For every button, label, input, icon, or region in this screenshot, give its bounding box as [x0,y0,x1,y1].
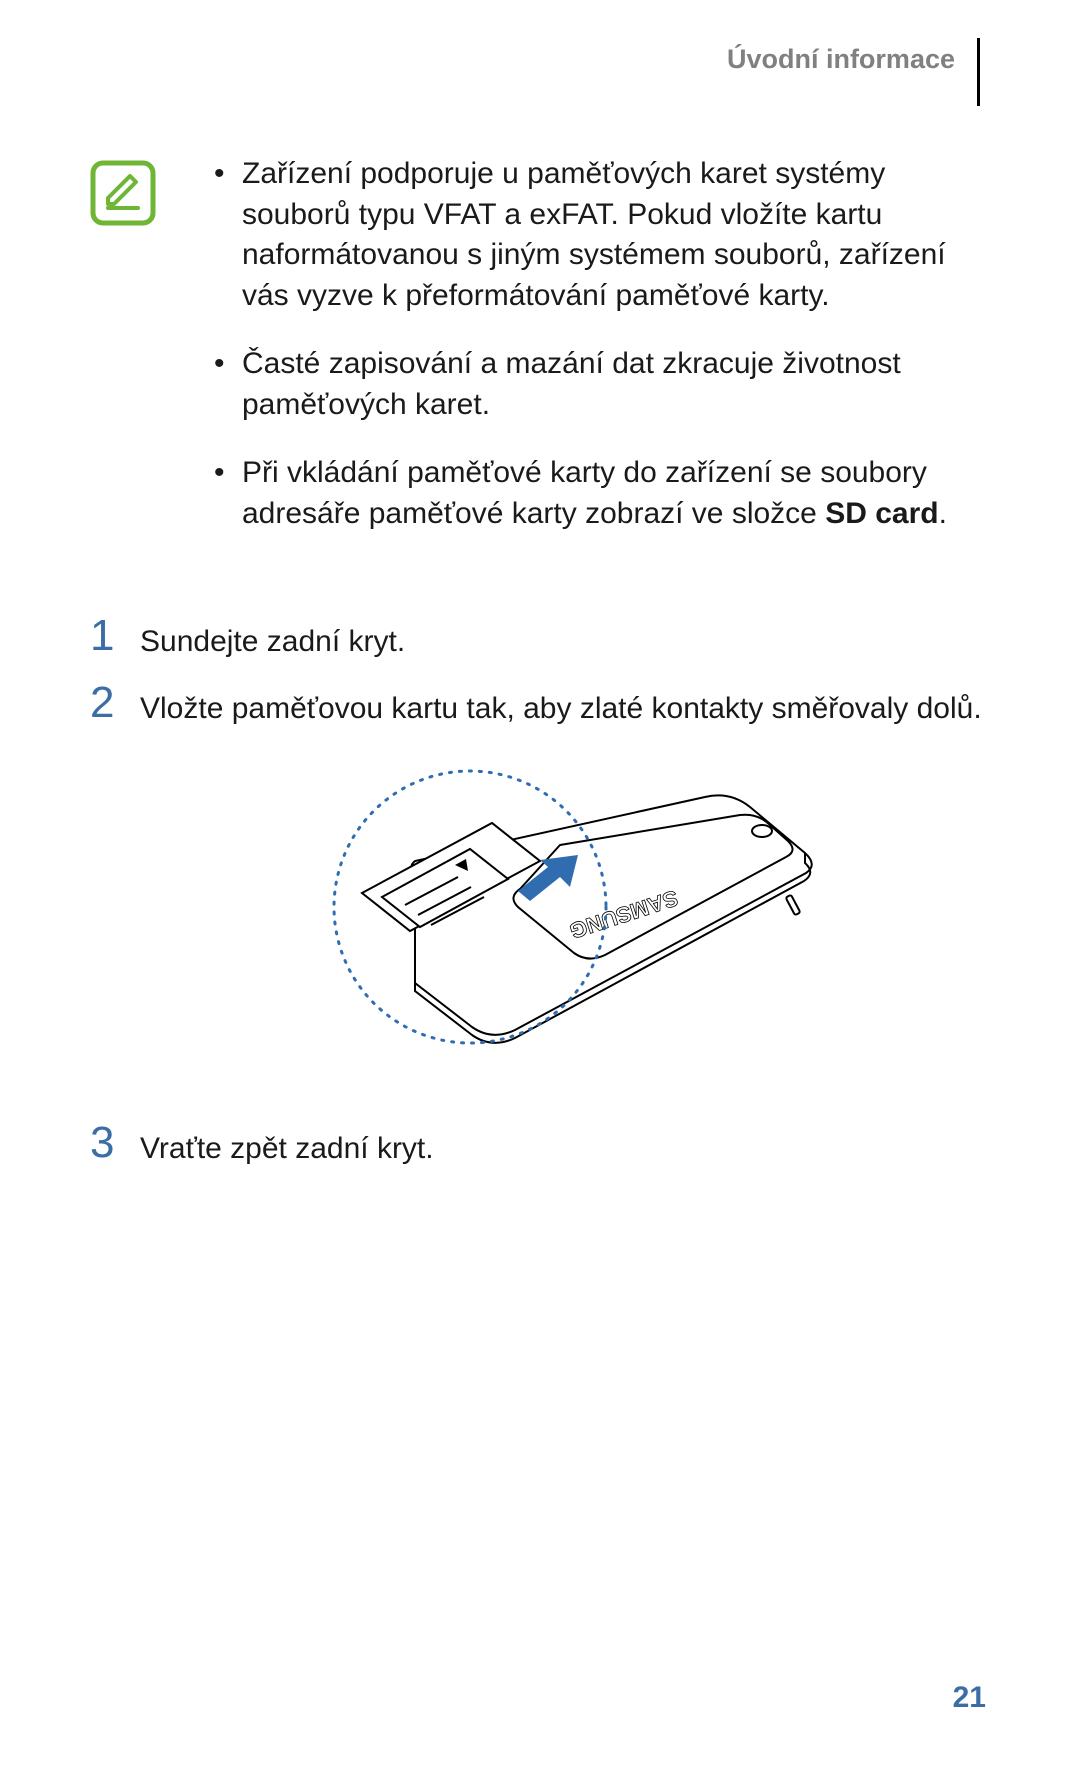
step-number: 1 [90,614,140,658]
page-header: Úvodní informace [90,38,990,106]
note-bold: SD card [825,497,938,530]
step-number: 2 [90,681,140,725]
note-section: Zařízení podporuje u paměťových karet sy… [90,154,990,562]
note-item: Při vkládání paměťové karty do zařízení … [210,453,990,534]
note-text: Zařízení podporuje u paměťových karet sy… [242,157,946,312]
note-item: Zařízení podporuje u paměťových karet sy… [210,154,990,316]
step-text: Vložte paměťovou kartu tak, aby zlaté ko… [140,685,982,730]
note-text: Časté zapisování a mazání dat zkracuje ž… [242,347,901,421]
steps-list: 1 Sundejte zadní kryt. 2 Vložte paměťovo… [90,618,990,729]
note-text-post: . [939,497,947,530]
note-item: Časté zapisování a mazání dat zkracuje ž… [210,344,990,425]
section-title: Úvodní informace [727,38,980,106]
steps-list-cont: 3 Vraťte zpět zadní kryt. [90,1125,990,1170]
note-pencil-icon [90,160,156,226]
step-item: 1 Sundejte zadní kryt. [90,618,990,663]
step-item: 2 Vložte paměťovou kartu tak, aby zlaté … [90,685,990,730]
note-list: Zařízení podporuje u paměťových karet sy… [210,154,990,562]
step-text: Vraťte zpět zadní kryt. [140,1125,434,1170]
page-number: 21 [953,1681,986,1715]
step-item: 3 Vraťte zpět zadní kryt. [90,1125,990,1170]
step-text: Sundejte zadní kryt. [140,618,405,663]
sd-card-insert-illustration: SAMSUNG [260,755,820,1085]
step-number: 3 [90,1121,140,1165]
page-container: Úvodní informace Zařízení podporuje u pa… [0,0,1080,1771]
illustration-container: SAMSUNG [90,755,990,1085]
